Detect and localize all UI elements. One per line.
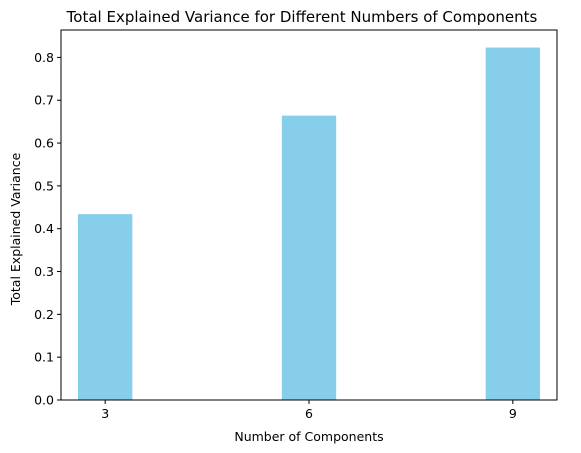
y-tick-label: 0.8 — [34, 50, 54, 65]
y-tick-label: 0.5 — [34, 178, 54, 193]
chart-title: Total Explained Variance for Different N… — [66, 8, 538, 26]
bars-group — [77, 47, 541, 401]
y-tick-label: 0.3 — [34, 264, 54, 279]
y-tick-label: 0.2 — [34, 307, 54, 322]
x-tick-label: 9 — [509, 406, 517, 421]
y-axis-ticks: 0.0 0.1 0.2 0.3 0.4 0.5 0.6 0.7 0.8 — [34, 50, 61, 408]
x-tick-label: 3 — [101, 406, 109, 421]
y-axis-label: Total Explained Variance — [8, 152, 23, 306]
y-tick-label: 0.6 — [34, 136, 54, 151]
bar-9 — [485, 47, 541, 401]
x-tick-label: 6 — [305, 406, 313, 421]
y-tick-label: 0.4 — [34, 221, 54, 236]
bar-3 — [77, 214, 133, 400]
y-tick-label: 0.0 — [34, 393, 54, 408]
y-tick-label: 0.7 — [34, 93, 54, 108]
x-axis-ticks: 3 6 9 — [101, 400, 517, 421]
x-axis-label: Number of Components — [234, 429, 383, 444]
y-tick-label: 0.1 — [34, 350, 54, 365]
bar-6 — [281, 115, 337, 401]
plot-frame — [60, 29, 558, 401]
